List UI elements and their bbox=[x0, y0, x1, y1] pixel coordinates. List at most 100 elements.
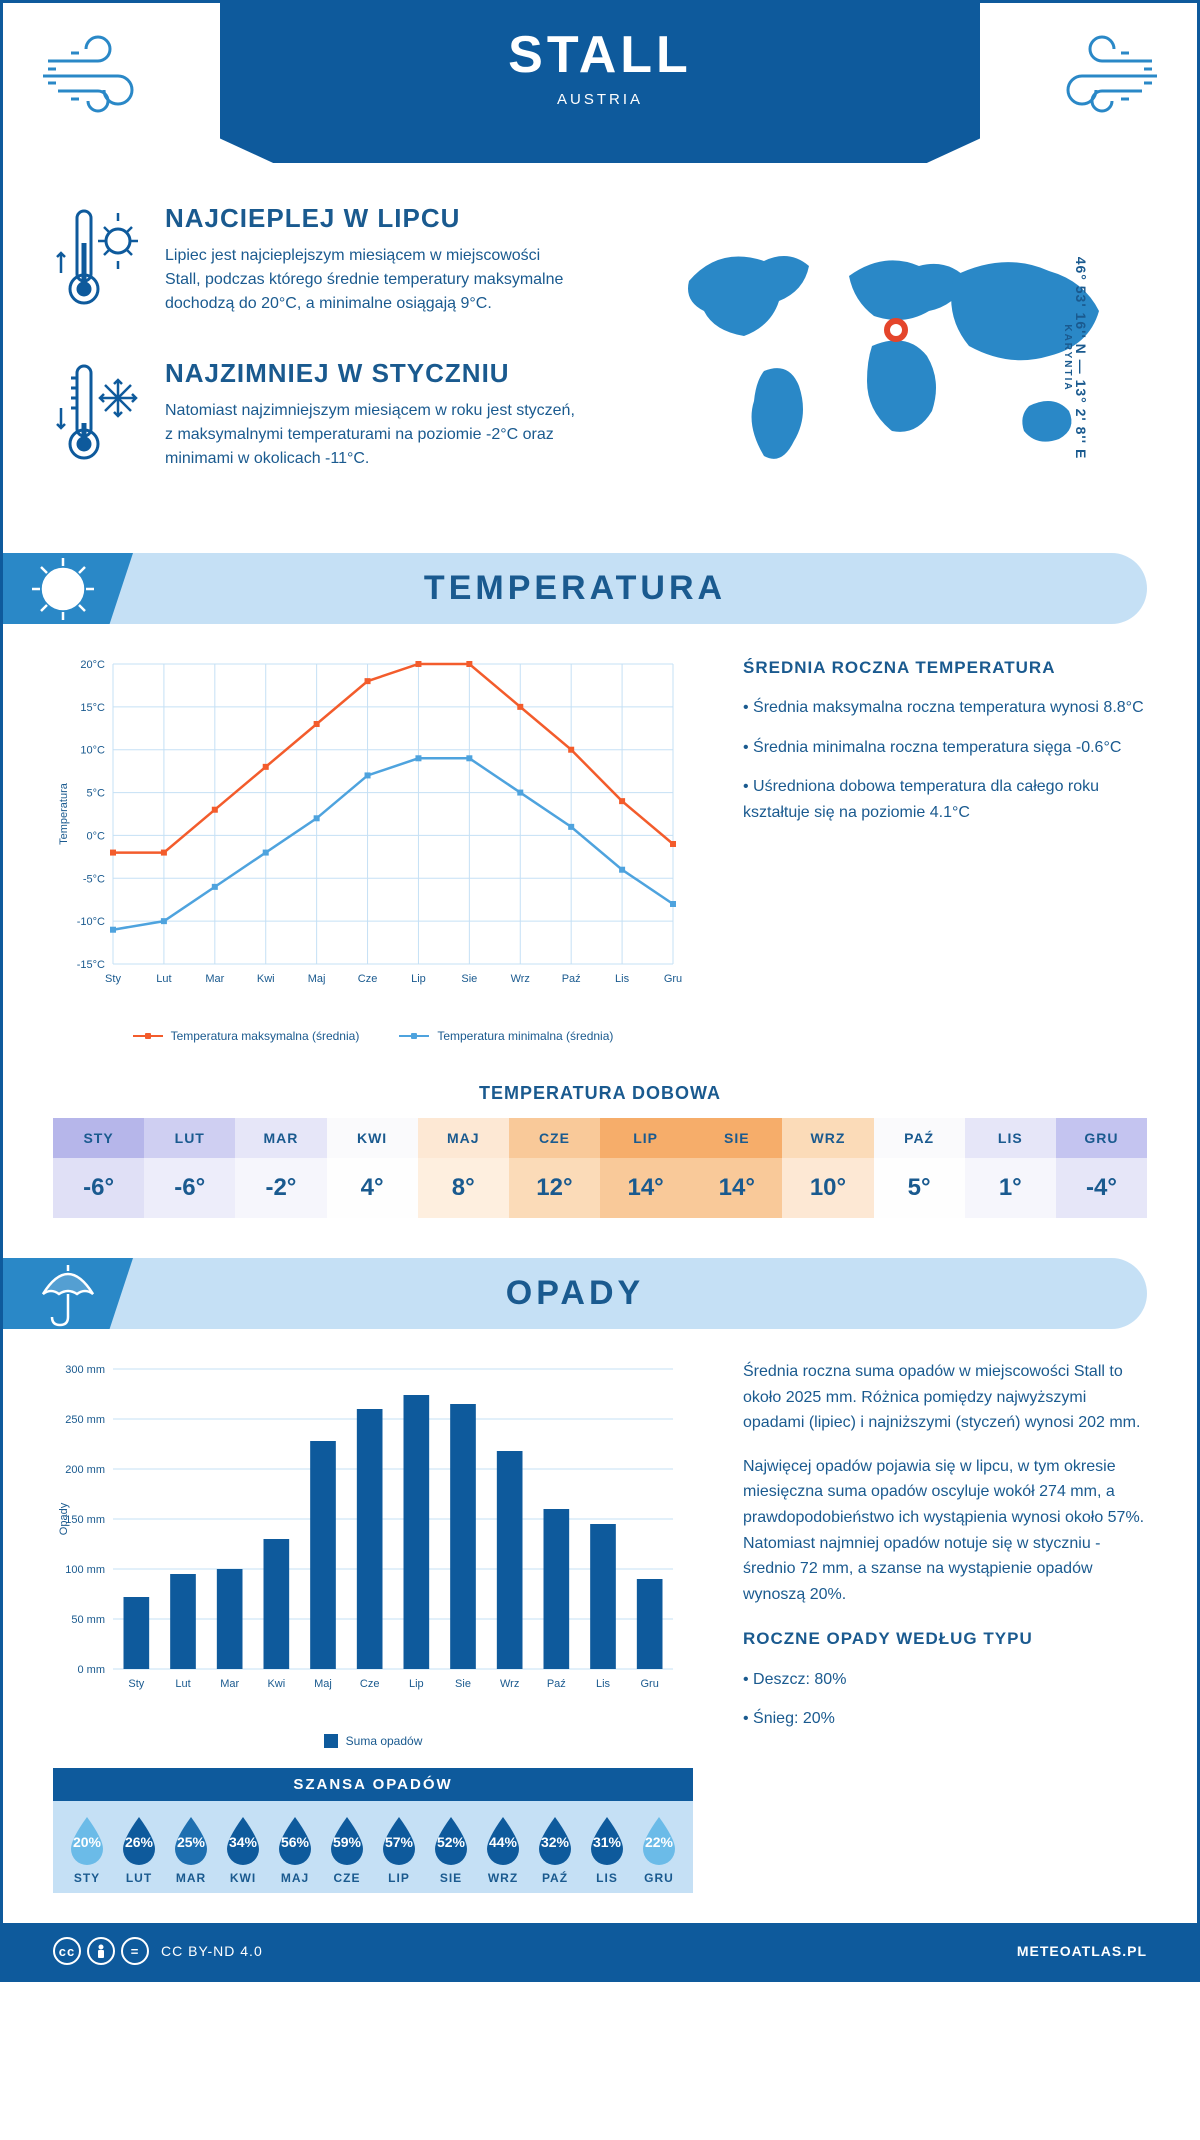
header: STALL AUSTRIA bbox=[3, 3, 1197, 163]
coordinates: 46° 53' 16'' N — 13° 2' 8'' E KARYNTIA bbox=[1062, 257, 1089, 460]
rain-chance-cell: 34%KWI bbox=[217, 1813, 269, 1885]
temp-cell: LUT-6° bbox=[144, 1118, 235, 1218]
svg-text:20°C: 20°C bbox=[80, 659, 105, 671]
wind-icon bbox=[43, 31, 173, 126]
svg-text:Paź: Paź bbox=[562, 973, 581, 985]
precip-section-title: OPADY bbox=[3, 1274, 1147, 1313]
svg-text:5°C: 5°C bbox=[87, 788, 106, 800]
temp-cell: LIS1° bbox=[965, 1118, 1056, 1218]
svg-text:Lip: Lip bbox=[409, 1678, 424, 1690]
svg-text:150 mm: 150 mm bbox=[65, 1514, 105, 1526]
temp-cell: PAŹ5° bbox=[874, 1118, 965, 1218]
temp-cell: CZE12° bbox=[509, 1118, 600, 1218]
intro-section: NAJCIEPLEJ W LIPCU Lipiec jest najcieple… bbox=[3, 163, 1197, 543]
svg-text:Sie: Sie bbox=[455, 1678, 471, 1690]
temperature-header: TEMPERATURA bbox=[3, 553, 1147, 624]
svg-text:Wrz: Wrz bbox=[511, 973, 530, 985]
country-name: AUSTRIA bbox=[220, 91, 980, 108]
svg-text:Lis: Lis bbox=[615, 973, 630, 985]
svg-text:Gru: Gru bbox=[640, 1678, 658, 1690]
precip-type: Deszcz: 80% bbox=[743, 1667, 1147, 1693]
svg-text:0°C: 0°C bbox=[87, 830, 106, 842]
svg-text:Maj: Maj bbox=[314, 1678, 332, 1690]
svg-text:-15°C: -15°C bbox=[77, 959, 105, 971]
cold-title: NAJZIMNIEJ W STYCZNIU bbox=[165, 358, 580, 389]
svg-text:Kwi: Kwi bbox=[257, 973, 275, 985]
rain-chance-cell: 22%GRU bbox=[633, 1813, 685, 1885]
umbrella-icon bbox=[3, 1258, 133, 1329]
thermometer-hot-icon bbox=[53, 203, 143, 318]
svg-text:Mar: Mar bbox=[220, 1678, 239, 1690]
header-banner: STALL AUSTRIA bbox=[220, 0, 980, 163]
temp-cell: STY-6° bbox=[53, 1118, 144, 1218]
temp-section-title: TEMPERATURA bbox=[3, 569, 1147, 608]
temp-cell: LIP14° bbox=[600, 1118, 691, 1218]
rain-chance-cell: 52%SIE bbox=[425, 1813, 477, 1885]
wind-icon bbox=[1027, 31, 1157, 126]
coldest-block: NAJZIMNIEJ W STYCZNIU Natomiast najzimni… bbox=[53, 358, 580, 473]
thermometer-cold-icon bbox=[53, 358, 143, 473]
temp-cell: MAJ8° bbox=[418, 1118, 509, 1218]
daily-temp-table: STY-6°LUT-6°MAR-2°KWI4°MAJ8°CZE12°LIP14°… bbox=[53, 1118, 1147, 1218]
footer: cc = CC BY-ND 4.0 METEOATLAS.PL bbox=[3, 1923, 1197, 1979]
temp-fact: Średnia minimalna roczna temperatura się… bbox=[743, 735, 1147, 761]
svg-text:Wrz: Wrz bbox=[500, 1678, 519, 1690]
rain-chance-cell: 20%STY bbox=[61, 1813, 113, 1885]
svg-text:Sie: Sie bbox=[461, 973, 477, 985]
rain-legend: Suma opadów bbox=[53, 1734, 693, 1748]
temp-fact: Średnia maksymalna roczna temperatura wy… bbox=[743, 695, 1147, 721]
temp-cell: KWI4° bbox=[327, 1118, 418, 1218]
temp-cell: GRU-4° bbox=[1056, 1118, 1147, 1218]
svg-text:Mar: Mar bbox=[205, 973, 224, 985]
temp-cell: SIE14° bbox=[691, 1118, 782, 1218]
svg-text:Cze: Cze bbox=[360, 1678, 380, 1690]
svg-text:Opady: Opady bbox=[58, 1502, 70, 1535]
hot-title: NAJCIEPLEJ W LIPCU bbox=[165, 203, 580, 234]
cold-text: Natomiast najzimniejszym miesiącem w rok… bbox=[165, 399, 580, 471]
precipitation-header: OPADY bbox=[3, 1258, 1147, 1329]
svg-text:Lip: Lip bbox=[411, 973, 426, 985]
temp-legend: Temperatura maksymalna (średnia) Tempera… bbox=[53, 1029, 693, 1043]
rain-chance-cell: 59%CZE bbox=[321, 1813, 373, 1885]
rain-chance-cell: 56%MAJ bbox=[269, 1813, 321, 1885]
rain-chance-table: SZANSA OPADÓW 20%STY26%LUT25%MAR34%KWI56… bbox=[53, 1768, 693, 1893]
svg-text:Cze: Cze bbox=[358, 973, 378, 985]
svg-text:Kwi: Kwi bbox=[267, 1678, 285, 1690]
temperature-chart: -15°C -10°C -5°C 0°C 5°C 10°C 15°C 20°C Sty Lut Ma… bbox=[53, 654, 693, 1043]
nd-icon: = bbox=[121, 1937, 149, 1965]
rain-chance-cell: 31%LIS bbox=[581, 1813, 633, 1885]
rain-chance-cell: 25%MAR bbox=[165, 1813, 217, 1885]
svg-text:-5°C: -5°C bbox=[83, 873, 105, 885]
svg-text:Maj: Maj bbox=[308, 973, 326, 985]
location-marker bbox=[884, 318, 908, 342]
svg-text:Lut: Lut bbox=[175, 1678, 190, 1690]
svg-text:10°C: 10°C bbox=[80, 745, 105, 757]
warmest-block: NAJCIEPLEJ W LIPCU Lipiec jest najcieple… bbox=[53, 203, 580, 318]
svg-text:Gru: Gru bbox=[664, 973, 682, 985]
svg-text:-10°C: -10°C bbox=[77, 916, 105, 928]
svg-text:50 mm: 50 mm bbox=[71, 1614, 105, 1626]
temp-summary: ŚREDNIA ROCZNA TEMPERATURA Średnia maksy… bbox=[743, 654, 1147, 1043]
rain-chance-cell: 57%LIP bbox=[373, 1813, 425, 1885]
cc-icons: cc = bbox=[53, 1937, 149, 1965]
hot-text: Lipiec jest najcieplejszym miesiącem w m… bbox=[165, 244, 580, 316]
svg-text:Sty: Sty bbox=[105, 973, 121, 985]
city-name: STALL bbox=[220, 25, 980, 85]
svg-text:Lis: Lis bbox=[596, 1678, 611, 1690]
world-map bbox=[644, 226, 1124, 491]
rain-chance-cell: 44%WRZ bbox=[477, 1813, 529, 1885]
svg-text:200 mm: 200 mm bbox=[65, 1464, 105, 1476]
temp-cell: WRZ10° bbox=[782, 1118, 873, 1218]
svg-text:Sty: Sty bbox=[128, 1678, 144, 1690]
precip-summary: Średnia roczna suma opadów w miejscowośc… bbox=[743, 1359, 1147, 1893]
precip-type: Śnieg: 20% bbox=[743, 1706, 1147, 1732]
temp-fact: Uśredniona dobowa temperatura dla całego… bbox=[743, 774, 1147, 825]
rain-chance-cell: 32%PAŹ bbox=[529, 1813, 581, 1885]
svg-text:15°C: 15°C bbox=[80, 702, 105, 714]
svg-text:Lut: Lut bbox=[156, 973, 171, 985]
temp-cell: MAR-2° bbox=[235, 1118, 326, 1218]
cc-icon: cc bbox=[53, 1937, 81, 1965]
daily-temp-title: TEMPERATURA DOBOWA bbox=[3, 1083, 1197, 1104]
site-name: METEOATLAS.PL bbox=[1017, 1943, 1147, 1959]
precipitation-chart: 0 mm50 mm100 mm150 mm200 mm250 mm300 mmS… bbox=[53, 1359, 693, 1893]
